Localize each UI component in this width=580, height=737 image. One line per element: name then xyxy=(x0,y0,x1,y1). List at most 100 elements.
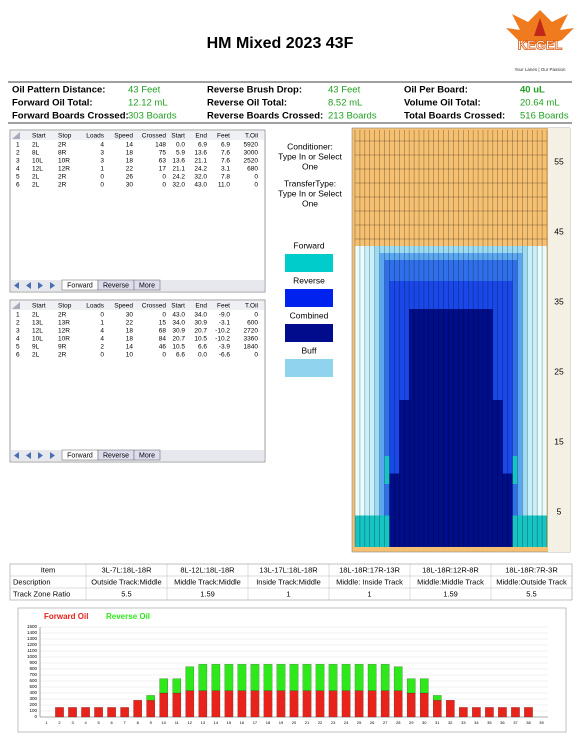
bar xyxy=(224,664,234,691)
bar xyxy=(406,678,416,694)
cell: 34.0 xyxy=(194,312,207,319)
cell: 6.9 xyxy=(221,142,230,149)
x-tick-label: 37 xyxy=(513,720,518,725)
tab-nav xyxy=(26,282,31,289)
transfer-text: Type In or Select xyxy=(278,188,342,198)
bar xyxy=(341,690,351,718)
y-tick-label: 800 xyxy=(29,666,37,671)
bar xyxy=(120,707,129,718)
cell: 1 xyxy=(100,320,104,327)
x-tick-label: 1 xyxy=(45,720,48,725)
summary-label: Oil Pattern Distance: xyxy=(12,85,105,96)
bar xyxy=(211,690,221,718)
cell: 68 xyxy=(159,328,167,335)
legend-swatch xyxy=(285,289,333,307)
sheet-tab-label: Forward xyxy=(67,452,93,459)
cell: 30.9 xyxy=(194,320,207,327)
sheet-tab[interactable] xyxy=(133,279,161,291)
sheet-tab[interactable] xyxy=(133,449,161,461)
bar xyxy=(107,707,116,718)
cell: 12R xyxy=(58,166,70,173)
cell: 1 xyxy=(100,166,104,173)
cell: 20.7 xyxy=(172,336,185,343)
row-number: 4 xyxy=(16,166,20,173)
pattern-scale-label: 5 xyxy=(557,506,562,516)
column-header: Stop xyxy=(58,133,72,140)
row-number: 6 xyxy=(16,182,20,189)
y-tick-label: 100 xyxy=(29,708,37,713)
cell: 30.9 xyxy=(172,328,185,335)
tab-nav xyxy=(38,282,43,289)
bar xyxy=(237,690,247,718)
x-tick-label: 23 xyxy=(331,720,336,725)
cell: 2L xyxy=(32,142,40,149)
bar xyxy=(289,664,299,691)
pattern-scale-label: 25 xyxy=(554,366,564,376)
y-tick-label: 1000 xyxy=(27,654,38,659)
logo-tagline: Your Lanes | Our Passion xyxy=(514,67,566,72)
track-cell: 1 xyxy=(367,589,371,598)
x-tick-label: 33 xyxy=(461,720,466,725)
cell: 2R xyxy=(58,352,67,359)
cell: -9.0 xyxy=(219,312,231,319)
cell: 3000 xyxy=(244,150,259,157)
bar xyxy=(198,664,208,691)
pattern-scale-label: 55 xyxy=(554,156,564,166)
summary-value: 43 Feet xyxy=(328,85,361,96)
cell: 13.6 xyxy=(194,150,207,157)
cell: 24.2 xyxy=(172,174,185,181)
cell: -10.2 xyxy=(215,336,230,343)
tab-nav xyxy=(50,452,55,459)
row-number: 2 xyxy=(16,150,20,157)
track-cell: 5.5 xyxy=(526,589,536,598)
bar xyxy=(250,664,260,691)
x-tick-label: 7 xyxy=(124,720,127,725)
summary-value: 213 Boards xyxy=(328,111,377,122)
bar xyxy=(185,666,195,691)
cell: 2520 xyxy=(244,158,259,165)
x-tick-label: 6 xyxy=(111,720,114,725)
summary-label: Total Boards Crossed: xyxy=(404,111,505,122)
cell: 4 xyxy=(100,142,104,149)
cell: 0 xyxy=(100,352,104,359)
cell: -3.9 xyxy=(219,344,231,351)
cell: 0 xyxy=(254,182,258,189)
table-header xyxy=(11,301,264,310)
track-table-frame xyxy=(9,563,573,601)
y-tick-label: 1100 xyxy=(27,648,37,653)
cell: 18 xyxy=(126,158,134,165)
x-tick-label: 13 xyxy=(201,720,206,725)
cell: 18 xyxy=(126,328,134,335)
bar xyxy=(446,700,455,718)
bar xyxy=(172,692,182,718)
cell: 8R xyxy=(58,150,67,157)
cell: 2R xyxy=(58,182,67,189)
bar xyxy=(406,692,416,718)
row-number: 3 xyxy=(16,328,20,335)
x-tick-label: 26 xyxy=(370,720,375,725)
y-tick-label: 1300 xyxy=(27,636,38,641)
summary-label: Reverse Brush Drop: xyxy=(207,85,302,96)
summary-value: 516 Boards xyxy=(520,111,569,122)
bar xyxy=(250,690,260,718)
cell: 148 xyxy=(155,142,166,149)
summary-value: 40 uL xyxy=(520,85,545,96)
summary-value: 303 Boards xyxy=(128,111,177,122)
y-tick-label: 1500 xyxy=(27,624,38,629)
track-cell: Outside Track:Middle xyxy=(91,577,161,586)
x-tick-label: 30 xyxy=(422,720,427,725)
cell: 8L xyxy=(32,150,40,157)
transfer-text: TransferType: xyxy=(284,178,336,188)
cell: -6.6 xyxy=(219,352,231,359)
oil-region xyxy=(512,515,547,547)
column-header: End xyxy=(195,303,207,310)
summary-value: 20.64 mL xyxy=(520,98,560,109)
cell: 10.5 xyxy=(194,336,207,343)
cell: 14 xyxy=(126,142,134,149)
bar xyxy=(511,707,520,718)
sheet-tab-label: Forward xyxy=(67,282,93,289)
oil-region xyxy=(355,515,390,547)
column-header: T.Oil xyxy=(245,133,259,140)
column-header: Start xyxy=(32,303,46,310)
conditioner-text: One xyxy=(302,161,318,171)
